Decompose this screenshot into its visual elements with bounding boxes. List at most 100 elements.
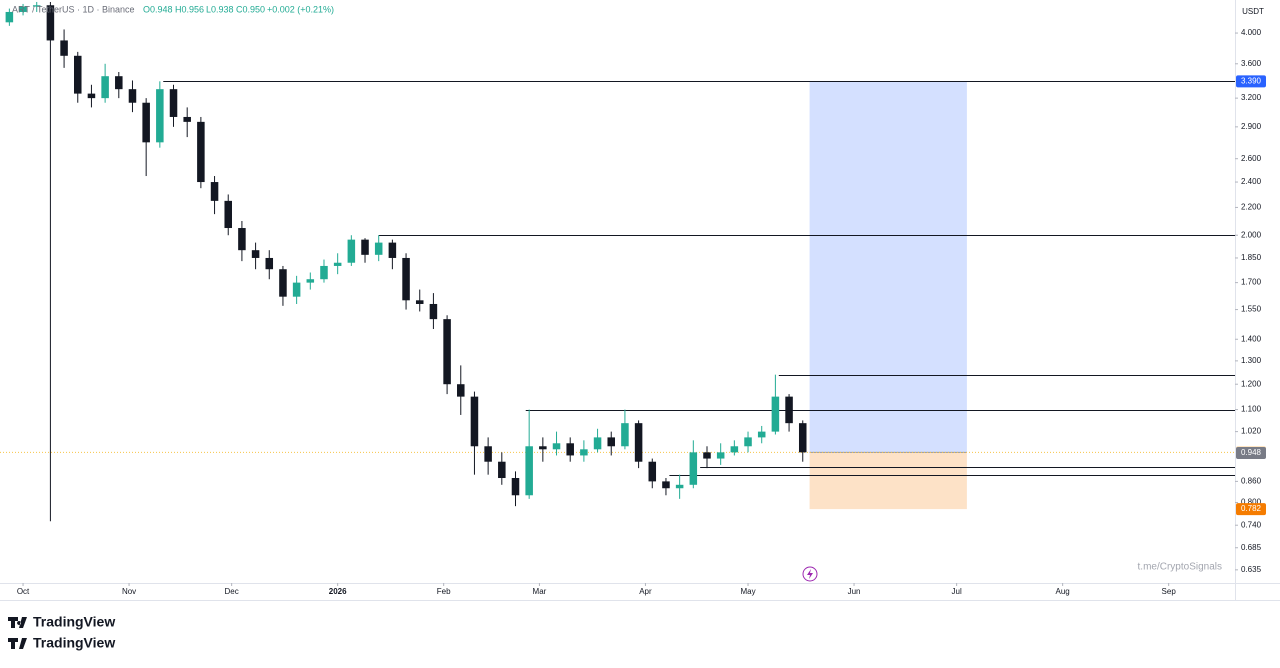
- change: +0.002 (+0.21%): [267, 4, 334, 14]
- x-tick-label: Dec: [225, 587, 239, 596]
- candle-body: [552, 443, 561, 450]
- y-tick-label: 0.740: [1241, 520, 1262, 529]
- candle-body: [703, 452, 711, 459]
- y-tick-label: 2.900: [1241, 122, 1262, 131]
- y-tick-label: 1.100: [1241, 405, 1262, 414]
- candle-body: [566, 443, 574, 456]
- brand-logo: TradingView: [8, 614, 115, 630]
- candle-body: [128, 89, 137, 103]
- candle-body: [443, 319, 451, 385]
- candle-body: [525, 446, 533, 496]
- x-tick-label: Sep: [1162, 587, 1177, 596]
- close: C0.950: [236, 4, 265, 14]
- candle-body: [621, 423, 629, 447]
- y-tick-label: 1.400: [1241, 334, 1262, 343]
- candle-body: [457, 384, 465, 397]
- candle-body: [238, 228, 246, 251]
- candle-body: [785, 396, 793, 424]
- y-tick-label: 3.200: [1241, 93, 1262, 102]
- y-tick-label: 0.800: [1241, 498, 1262, 507]
- candle-body: [429, 303, 438, 320]
- candle-body: [689, 452, 698, 485]
- brand-logo-copy: TradingView: [8, 635, 115, 651]
- stop-zone: [809, 452, 967, 510]
- price-tag: [1236, 446, 1266, 459]
- candle-body: [470, 396, 479, 447]
- price-tag: [1236, 75, 1266, 88]
- candle-body: [716, 452, 725, 459]
- price-tag-label: 0.782: [1241, 504, 1262, 513]
- candle-body: [74, 55, 82, 94]
- y-tick-label: 0.860: [1241, 476, 1262, 485]
- x-tick-label: Jun: [848, 587, 861, 596]
- candle-body: [484, 446, 492, 462]
- y-tick-label: 0.635: [1241, 565, 1262, 574]
- x-tick-label: Feb: [437, 587, 451, 596]
- candle-body: [415, 300, 424, 304]
- y-tick-label: 2.400: [1241, 177, 1262, 186]
- low: L0.938: [206, 4, 234, 14]
- price-tag-label: 0.948: [1241, 448, 1262, 457]
- brand-name: TradingView: [33, 635, 115, 651]
- plot-area: [0, 1, 1235, 522]
- candle-body: [347, 239, 356, 263]
- price-tag-label: 3.390: [1241, 76, 1262, 85]
- candle-body: [511, 478, 520, 496]
- watermark: t.me/CryptoSignals: [1138, 562, 1222, 573]
- candle-body: [402, 257, 410, 301]
- x-tick-label: 2026: [329, 587, 347, 596]
- x-tick-label: Apr: [639, 587, 652, 596]
- candle-body: [388, 242, 397, 258]
- y-tick-label: 1.700: [1241, 278, 1262, 287]
- candle-body: [32, 5, 41, 7]
- target-zone: [809, 81, 967, 453]
- candle-body: [265, 257, 274, 270]
- candle-body: [183, 116, 191, 122]
- y-tick-label: 1.550: [1241, 305, 1262, 314]
- candle-body: [607, 437, 616, 447]
- open: O0.948: [143, 4, 173, 14]
- candle-body: [224, 200, 232, 229]
- candle-body: [87, 93, 96, 99]
- event-icon[interactable]: [802, 566, 818, 582]
- candle-body: [292, 282, 301, 297]
- brand-name: TradingView: [33, 614, 115, 630]
- candle-body: [675, 484, 684, 489]
- candle-body: [101, 76, 109, 99]
- candle-body: [279, 269, 287, 297]
- y-tick-label: 1.200: [1241, 379, 1262, 388]
- x-tick-label: Nov: [122, 587, 136, 596]
- candle-body: [498, 461, 506, 479]
- candle-body: [5, 11, 14, 23]
- candle-body: [648, 461, 657, 482]
- candle-body: [580, 449, 588, 456]
- candle-body: [634, 423, 643, 462]
- candle-body: [539, 446, 547, 450]
- candle-body: [757, 431, 766, 438]
- y-tick-label: 2.200: [1241, 203, 1262, 212]
- x-tick-label: May: [740, 587, 755, 596]
- x-tick-label: Aug: [1056, 587, 1070, 596]
- y-tick-label: 3.600: [1241, 59, 1262, 68]
- currency: USDT: [1242, 7, 1264, 16]
- candle-body: [361, 239, 369, 255]
- candle-body: [197, 121, 205, 183]
- candle-body: [306, 279, 315, 283]
- candle-body: [169, 89, 178, 117]
- candle-body: [593, 437, 602, 450]
- candle-body: [771, 396, 780, 432]
- event-icon-bolt: [807, 569, 813, 579]
- y-tick-label: 1.020: [1241, 427, 1262, 436]
- candle-body: [251, 250, 260, 258]
- candle-body: [333, 262, 342, 266]
- candle-body: [798, 423, 807, 453]
- y-tick-label: 1.300: [1241, 356, 1262, 365]
- x-tick-label: Oct: [17, 587, 30, 596]
- y-tick-label: 1.850: [1241, 253, 1262, 262]
- candle-body: [730, 446, 739, 453]
- y-tick-label: 2.000: [1241, 230, 1262, 239]
- high: H0.956: [175, 4, 204, 14]
- candle-body: [60, 40, 68, 56]
